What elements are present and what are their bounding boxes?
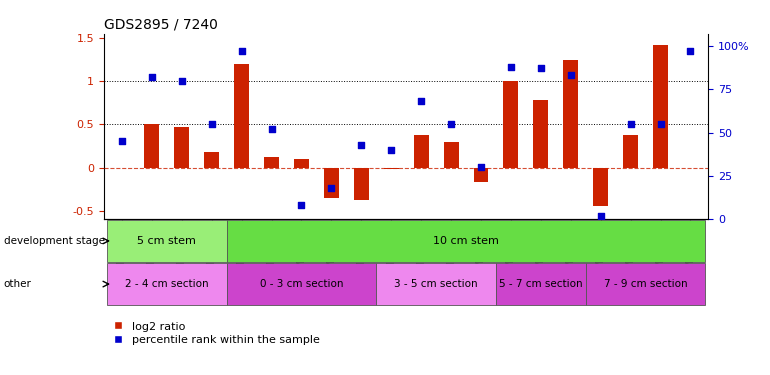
Bar (234, 64, 249, 168)
Bar (413, 135, 429, 168)
Text: 0 - 3 cm section: 0 - 3 cm section (259, 279, 343, 289)
Point (176, 78, 188, 84)
Bar (496, 263, 586, 305)
Bar (564, 60, 578, 168)
Point (505, 64, 517, 70)
Point (685, 48, 697, 54)
Bar (294, 159, 309, 168)
Bar (383, 168, 399, 169)
Point (325, 185, 337, 191)
Point (146, 74, 158, 80)
Bar (204, 152, 219, 168)
Point (116, 138, 128, 144)
Point (206, 121, 218, 127)
Bar (534, 100, 548, 168)
Point (266, 126, 278, 132)
Text: 7 - 9 cm section: 7 - 9 cm section (604, 279, 688, 289)
Point (475, 164, 487, 170)
Point (236, 48, 248, 54)
Point (295, 202, 307, 208)
Legend: log2 ratio, percentile rank within the sample: log2 ratio, percentile rank within the s… (109, 317, 324, 350)
Bar (107, 263, 226, 305)
Text: 5 cm stem: 5 cm stem (137, 236, 196, 246)
Text: 10 cm stem: 10 cm stem (433, 236, 499, 246)
Bar (377, 263, 496, 305)
Point (624, 121, 637, 127)
Text: other: other (4, 279, 32, 289)
Bar (226, 263, 377, 305)
Text: 2 - 4 cm section: 2 - 4 cm section (125, 279, 209, 289)
Point (355, 142, 367, 148)
Bar (504, 81, 518, 168)
Point (385, 147, 397, 153)
Bar (144, 124, 159, 168)
Bar (264, 157, 279, 168)
Bar (353, 168, 369, 200)
Bar (107, 220, 226, 262)
Text: 5 - 7 cm section: 5 - 7 cm section (499, 279, 583, 289)
Point (534, 66, 547, 72)
Bar (174, 127, 189, 168)
Bar (444, 142, 459, 168)
Bar (474, 168, 488, 182)
Point (445, 121, 457, 127)
Bar (586, 263, 705, 305)
Point (415, 98, 427, 104)
Bar (324, 168, 339, 198)
Text: GDS2895 / 7240: GDS2895 / 7240 (104, 17, 218, 31)
Point (564, 72, 577, 78)
Point (594, 213, 607, 219)
Text: 3 - 5 cm section: 3 - 5 cm section (394, 279, 478, 289)
Bar (226, 220, 705, 262)
Bar (653, 45, 668, 168)
Point (654, 121, 667, 127)
Text: development stage: development stage (4, 236, 105, 246)
Bar (623, 135, 638, 168)
Bar (593, 168, 608, 206)
